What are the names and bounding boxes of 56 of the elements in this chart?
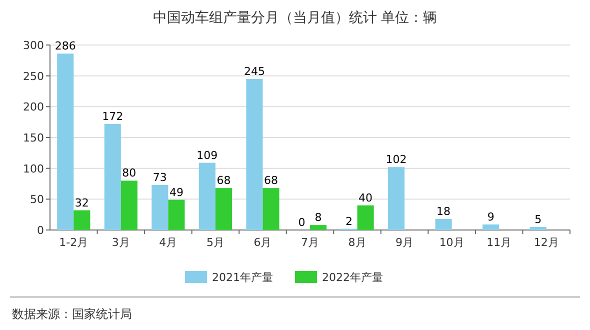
chart-title: 中国动车组产量分月（当月值）统计 单位：辆 <box>152 10 438 26</box>
legend-label: 2021年产量 <box>212 271 273 284</box>
x-tick-label: 6月 <box>254 236 272 249</box>
bar <box>152 184 168 230</box>
x-tick-label: 1-2月 <box>59 236 88 249</box>
x-tick-label: 10月 <box>439 236 464 249</box>
data-label: 9 <box>487 210 494 224</box>
data-label: 286 <box>54 40 76 53</box>
y-tick-label: 200 <box>23 100 44 114</box>
data-label: 5 <box>534 212 542 226</box>
data-label: 109 <box>196 148 218 162</box>
y-tick-label: 100 <box>23 162 44 176</box>
x-tick-label: 8月 <box>348 236 366 249</box>
data-label: 49 <box>169 186 184 199</box>
y-tick-label: 0 <box>37 224 44 237</box>
bar <box>168 200 185 230</box>
bar <box>215 188 232 230</box>
x-tick-label: 3月 <box>112 236 130 249</box>
bar <box>57 54 74 230</box>
bar <box>530 226 546 230</box>
data-label: 172 <box>102 110 124 123</box>
bar <box>262 188 280 230</box>
data-label: 2 <box>346 214 352 228</box>
data-label: 245 <box>244 64 265 78</box>
x-tick-label: 4月 <box>159 236 178 249</box>
data-label: 68 <box>264 174 278 188</box>
data-label: 73 <box>152 170 167 184</box>
y-tick-label: 50 <box>30 193 44 206</box>
x-tick-label: 5月 <box>206 236 224 249</box>
bar <box>388 167 405 230</box>
bar <box>435 218 452 230</box>
bar <box>246 78 263 230</box>
x-tick-label: 12月 <box>534 236 559 249</box>
bar <box>310 225 327 230</box>
x-tick-label: 7月 <box>301 236 319 249</box>
data-label: 32 <box>74 196 89 210</box>
data-label: 18 <box>436 204 451 218</box>
x-tick-label: 11月 <box>486 236 512 249</box>
y-tick-label: 300 <box>23 39 44 52</box>
bar <box>104 124 121 230</box>
bar <box>74 210 90 230</box>
bar <box>482 224 500 230</box>
data-label: 102 <box>386 153 407 166</box>
legend-label: 2022年产量 <box>322 271 383 284</box>
source-note: 数据来源：国家统计局 <box>12 307 132 321</box>
data-label: 68 <box>216 174 231 188</box>
bar <box>120 180 138 230</box>
data-label: 80 <box>122 166 136 180</box>
data-label: 8 <box>314 211 322 224</box>
data-label: 0 <box>298 216 306 229</box>
bar <box>198 162 216 230</box>
y-tick-label: 250 <box>23 70 44 83</box>
x-tick-label: 9月 <box>396 236 414 249</box>
y-tick-label: 150 <box>23 132 44 144</box>
bar <box>357 205 374 230</box>
data-label: 40 <box>358 191 373 204</box>
